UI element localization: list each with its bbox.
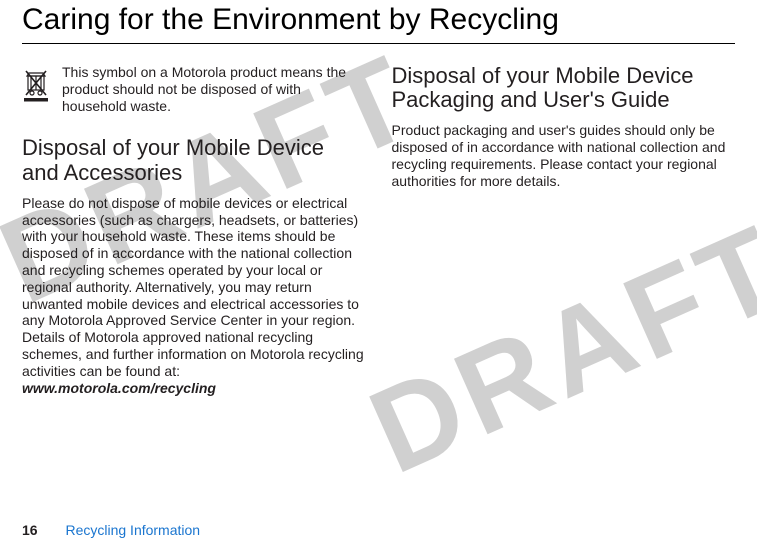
left-column: This symbol on a Motorola product means … [22,64,366,396]
footer-label: Recycling Information [65,522,200,538]
columns: This symbol on a Motorola product means … [22,64,735,396]
left-heading: Disposal of your Mobile Device and Acces… [22,136,366,184]
left-body: Please do not dispose of mobile devices … [22,195,366,397]
intro-row: This symbol on a Motorola product means … [22,64,366,114]
page-title: Caring for the Environment by Recycling [22,0,735,44]
page-number: 16 [22,522,38,538]
right-heading: Disposal of your Mobile Device Packaging… [392,64,736,112]
intro-text: This symbol on a Motorola product means … [62,64,366,114]
footer: 16 Recycling Information [22,522,200,538]
page-content: Caring for the Environment by Recycling [0,0,757,396]
right-column: Disposal of your Mobile Device Packaging… [392,64,736,396]
right-body: Product packaging and user's guides shou… [392,122,736,189]
recycling-link[interactable]: www.motorola.com/recycling [22,380,216,396]
weee-icon [22,64,50,114]
left-body-text: Please do not dispose of mobile devices … [22,195,364,379]
